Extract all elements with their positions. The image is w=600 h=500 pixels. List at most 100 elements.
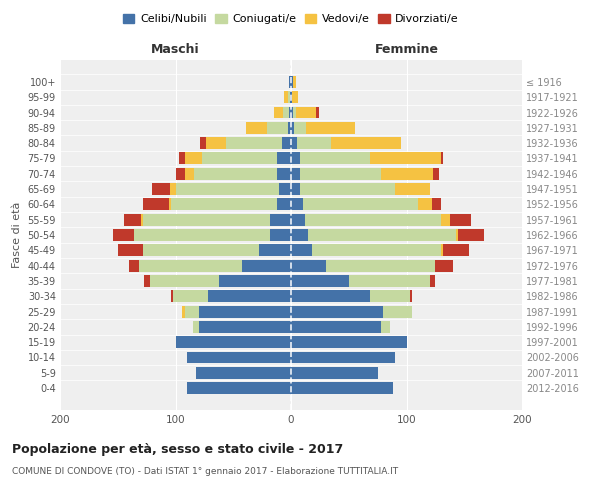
Bar bbox=[267, 122, 291, 134]
Bar bbox=[196, 367, 291, 379]
Bar bbox=[113, 229, 291, 241]
Bar bbox=[291, 106, 316, 118]
Bar bbox=[291, 168, 439, 179]
Bar bbox=[289, 76, 291, 88]
Bar bbox=[173, 290, 291, 302]
Bar bbox=[226, 137, 291, 149]
Bar bbox=[291, 106, 296, 118]
Bar bbox=[185, 306, 291, 318]
Bar bbox=[277, 168, 291, 179]
Bar bbox=[291, 198, 418, 210]
Bar bbox=[291, 336, 407, 348]
Bar bbox=[291, 229, 456, 241]
Bar bbox=[185, 168, 291, 179]
Text: Maschi: Maschi bbox=[151, 43, 200, 56]
Bar bbox=[291, 260, 453, 272]
Bar bbox=[291, 321, 391, 333]
Legend: Celibi/Nubili, Coniugati/e, Vedovi/e, Divorziati/e: Celibi/Nubili, Coniugati/e, Vedovi/e, Di… bbox=[119, 10, 463, 29]
Bar bbox=[291, 183, 300, 195]
Bar bbox=[206, 137, 291, 149]
Bar bbox=[141, 214, 291, 226]
Bar bbox=[202, 152, 291, 164]
Bar bbox=[291, 260, 326, 272]
Bar bbox=[291, 152, 441, 164]
Bar bbox=[208, 290, 291, 302]
Bar bbox=[171, 290, 291, 302]
Bar bbox=[291, 198, 432, 210]
Bar bbox=[220, 275, 291, 287]
Bar bbox=[291, 214, 451, 226]
Bar bbox=[150, 275, 291, 287]
Bar bbox=[170, 183, 291, 195]
Bar bbox=[200, 137, 291, 149]
Bar bbox=[291, 290, 412, 302]
Bar bbox=[282, 137, 291, 149]
Bar bbox=[291, 229, 458, 241]
Bar bbox=[291, 367, 377, 379]
Bar bbox=[291, 198, 302, 210]
Bar bbox=[291, 198, 441, 210]
Bar bbox=[290, 91, 291, 103]
Bar bbox=[291, 290, 410, 302]
Bar bbox=[176, 336, 291, 348]
Bar bbox=[291, 168, 300, 179]
Bar bbox=[291, 122, 295, 134]
Bar bbox=[199, 321, 291, 333]
Bar bbox=[291, 244, 312, 256]
Text: Popolazione per età, sesso e stato civile - 2017: Popolazione per età, sesso e stato civil… bbox=[12, 442, 343, 456]
Bar bbox=[176, 168, 291, 179]
Bar bbox=[291, 306, 412, 318]
Bar bbox=[139, 260, 291, 272]
Bar bbox=[187, 352, 291, 364]
Bar bbox=[291, 91, 298, 103]
Bar bbox=[291, 106, 293, 118]
Bar bbox=[287, 122, 291, 134]
Bar bbox=[291, 152, 370, 164]
Bar bbox=[291, 321, 381, 333]
Bar bbox=[291, 244, 443, 256]
Bar bbox=[291, 214, 305, 226]
Bar bbox=[291, 275, 349, 287]
Bar bbox=[291, 214, 441, 226]
Bar bbox=[274, 106, 291, 118]
Bar bbox=[291, 275, 436, 287]
Bar bbox=[194, 168, 291, 179]
Bar bbox=[291, 76, 296, 88]
Bar bbox=[291, 183, 395, 195]
Bar bbox=[291, 290, 370, 302]
Bar bbox=[179, 152, 291, 164]
Bar bbox=[270, 214, 291, 226]
Bar bbox=[291, 306, 383, 318]
Text: COMUNE DI CONDOVE (TO) - Dati ISTAT 1° gennaio 2017 - Elaborazione TUTTITALIA.IT: COMUNE DI CONDOVE (TO) - Dati ISTAT 1° g… bbox=[12, 468, 398, 476]
Bar bbox=[291, 137, 401, 149]
Bar bbox=[291, 244, 441, 256]
Bar bbox=[291, 352, 395, 364]
Bar bbox=[124, 214, 291, 226]
Text: Femmine: Femmine bbox=[374, 43, 439, 56]
Bar bbox=[259, 244, 291, 256]
Bar bbox=[187, 382, 291, 394]
Bar bbox=[270, 229, 291, 241]
Bar bbox=[143, 198, 291, 210]
Bar bbox=[185, 152, 291, 164]
Bar bbox=[291, 168, 381, 179]
Bar bbox=[291, 183, 430, 195]
Bar bbox=[145, 275, 291, 287]
Bar bbox=[291, 152, 300, 164]
Bar bbox=[291, 260, 436, 272]
Bar bbox=[242, 260, 291, 272]
Bar bbox=[193, 321, 291, 333]
Bar bbox=[291, 137, 331, 149]
Bar bbox=[291, 168, 433, 179]
Bar bbox=[277, 198, 291, 210]
Bar bbox=[277, 152, 291, 164]
Bar bbox=[291, 122, 306, 134]
Y-axis label: Fasce di età: Fasce di età bbox=[12, 202, 22, 268]
Bar bbox=[291, 152, 443, 164]
Bar bbox=[280, 183, 291, 195]
Bar bbox=[291, 229, 308, 241]
Bar bbox=[291, 275, 430, 287]
Bar bbox=[134, 229, 291, 241]
Bar bbox=[182, 306, 291, 318]
Bar bbox=[291, 76, 293, 88]
